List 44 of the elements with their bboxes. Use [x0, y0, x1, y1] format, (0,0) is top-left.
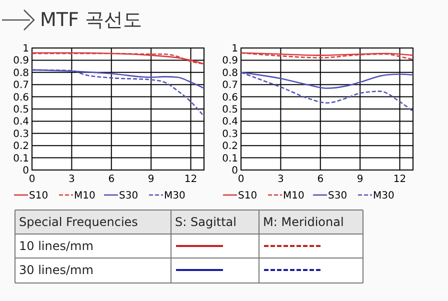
legend-label: M10: [283, 190, 304, 202]
x-tick-label: 6: [317, 174, 324, 185]
y-tick-label: 1: [22, 44, 29, 54]
y-tick-label: 0: [232, 166, 238, 176]
text: S: Sagittal: [175, 215, 236, 230]
text: M: Meridional: [263, 215, 344, 230]
text: 30 lines/mm: [19, 263, 94, 278]
y-tick-label: 0: [22, 166, 29, 176]
y-tick-label: 0.7: [13, 80, 29, 92]
y-tick-label: 0.1: [13, 153, 29, 164]
y-tick-label: 0.3: [13, 128, 29, 140]
y-tick-label: 0.2: [13, 141, 29, 152]
y-tick-label: 0.6: [222, 92, 238, 104]
x-tick-label: 3: [278, 174, 284, 185]
y-tick-label: 0.3: [222, 128, 238, 140]
x-tick-label: 12: [184, 174, 198, 185]
y-tick-label: 0.6: [13, 92, 29, 104]
x-tick-label: 9: [356, 174, 364, 185]
y-tick-label: 0.2: [222, 141, 238, 152]
chart-title: MTF 곡선도: [40, 9, 142, 31]
y-tick-label: 0.9: [222, 56, 238, 67]
y-tick-label: 0.8: [13, 68, 29, 79]
text: 10 lines/mm: [19, 239, 94, 254]
legend-label: S10: [29, 190, 48, 202]
y-tick-label: 0.5: [222, 104, 238, 116]
y-tick-label: 0.4: [222, 116, 238, 128]
legend-label: M30: [164, 190, 186, 202]
y-tick-label: 0.4: [13, 116, 29, 128]
x-tick-label: 3: [68, 174, 75, 185]
y-tick-label: 0.5: [13, 104, 29, 116]
y-tick-label: 0.8: [222, 68, 238, 79]
text: Special Frequencies: [19, 215, 138, 230]
x-tick-label: 12: [393, 174, 406, 185]
legend-label: S30: [119, 190, 138, 202]
y-tick-label: 0.7: [222, 80, 238, 92]
x-tick-label: 9: [148, 174, 154, 185]
y-tick-label: 0.9: [13, 56, 29, 67]
legend-label: M10: [74, 190, 96, 202]
x-tick-label: 6: [108, 174, 115, 185]
legend-label: S10: [238, 190, 258, 202]
y-tick-label: 1: [232, 44, 238, 54]
legend-label: S30: [328, 190, 348, 202]
legend-label: M30: [373, 190, 394, 202]
y-tick-label: 0.1: [222, 153, 238, 164]
